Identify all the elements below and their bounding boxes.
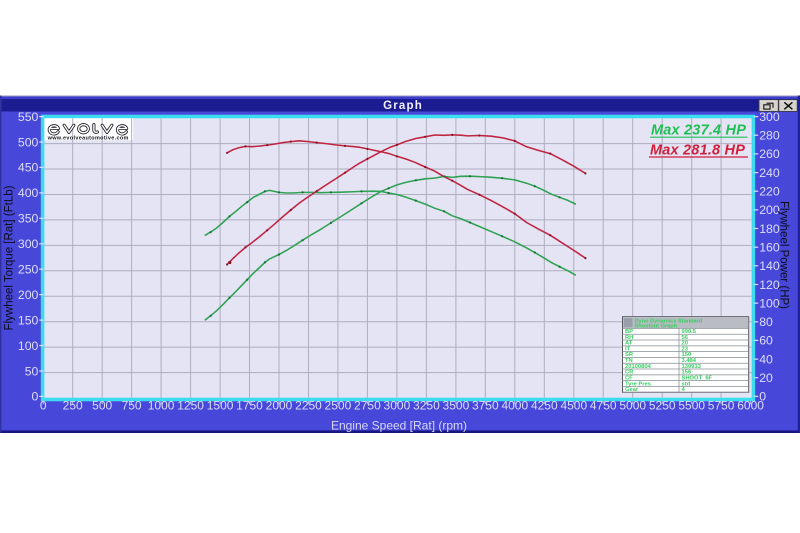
svg-text:Graph: Graph — [383, 100, 423, 112]
svg-text:4000: 4000 — [501, 398, 528, 412]
svg-text:2250: 2250 — [295, 398, 322, 412]
svg-text:TN: TN — [625, 358, 633, 364]
svg-text:CR: CR — [625, 370, 634, 376]
svg-text:1500: 1500 — [207, 398, 234, 412]
svg-text:40: 40 — [759, 352, 773, 366]
svg-text:450: 450 — [18, 161, 39, 175]
svg-text:2000: 2000 — [266, 398, 293, 412]
svg-text:280: 280 — [759, 129, 780, 143]
svg-text:5250: 5250 — [649, 398, 676, 412]
svg-text:250: 250 — [18, 263, 39, 277]
svg-text:990.5: 990.5 — [682, 329, 697, 335]
svg-text:std: std — [682, 381, 691, 387]
svg-text:3000: 3000 — [384, 398, 411, 412]
svg-text:IT: IT — [625, 346, 631, 352]
svg-text:500: 500 — [18, 135, 39, 149]
svg-text:2750: 2750 — [354, 398, 381, 412]
svg-text:5750: 5750 — [708, 398, 735, 412]
svg-text:5500: 5500 — [678, 398, 705, 412]
svg-text:3250: 3250 — [413, 398, 440, 412]
svg-text:500: 500 — [92, 398, 112, 412]
svg-text:6000: 6000 — [737, 398, 764, 412]
svg-text:750: 750 — [122, 398, 142, 412]
svg-text:2500: 2500 — [325, 398, 352, 412]
svg-text:200: 200 — [18, 288, 39, 302]
svg-text:5000: 5000 — [619, 398, 646, 412]
svg-text:Engine Speed [Rat] (rpm): Engine Speed [Rat] (rpm) — [331, 418, 467, 432]
svg-text:260: 260 — [759, 147, 780, 161]
svg-text:1750: 1750 — [236, 398, 263, 412]
svg-text:20: 20 — [682, 341, 688, 347]
svg-text:350: 350 — [18, 212, 39, 226]
svg-text:100: 100 — [759, 296, 780, 310]
svg-text:3750: 3750 — [472, 398, 499, 412]
svg-text:0: 0 — [759, 390, 766, 404]
svg-text:Flywheel Torque [Rat] (FtLb): Flywheel Torque [Rat] (FtLb) — [4, 185, 16, 330]
svg-text:60: 60 — [759, 334, 773, 348]
svg-text:RH: RH — [625, 335, 633, 341]
svg-text:120: 120 — [759, 278, 780, 292]
svg-text:4250: 4250 — [531, 398, 558, 412]
svg-text:0: 0 — [32, 390, 39, 404]
svg-text:130933: 130933 — [682, 364, 702, 370]
svg-text:SR: SR — [625, 352, 634, 358]
svg-text:Shootout Graph: Shootout Graph — [635, 324, 678, 330]
svg-text:156: 156 — [682, 370, 692, 376]
svg-text:150: 150 — [682, 352, 692, 358]
svg-text:3500: 3500 — [443, 398, 470, 412]
svg-text:200: 200 — [759, 203, 780, 217]
svg-text:300: 300 — [759, 110, 780, 124]
svg-text:240: 240 — [759, 166, 780, 180]
svg-text:Dyno Dynamics Standard: Dyno Dynamics Standard — [635, 319, 703, 325]
svg-text:400: 400 — [18, 186, 39, 200]
svg-text:Gear: Gear — [625, 387, 639, 393]
svg-text:1250: 1250 — [177, 398, 204, 412]
svg-text:160: 160 — [759, 241, 780, 255]
svg-text:20100804: 20100804 — [625, 364, 652, 370]
svg-text:CF: CF — [625, 376, 633, 382]
svg-text:550: 550 — [18, 110, 39, 124]
svg-text:300: 300 — [18, 237, 39, 251]
svg-text:20: 20 — [759, 371, 773, 385]
svg-text:140: 140 — [759, 259, 780, 273]
svg-text:4: 4 — [682, 387, 686, 393]
svg-text:4500: 4500 — [560, 398, 587, 412]
svg-text:23: 23 — [682, 346, 689, 352]
svg-text:56: 56 — [682, 335, 689, 341]
svg-text:AT: AT — [625, 341, 633, 347]
svg-text:Max 281.8 HP: Max 281.8 HP — [650, 142, 745, 158]
svg-text:BP: BP — [625, 329, 633, 335]
svg-text:50: 50 — [25, 364, 39, 378]
svg-text:180: 180 — [759, 222, 780, 236]
svg-text:150: 150 — [18, 313, 39, 327]
svg-text:Flywheel Power (HP): Flywheel Power (HP) — [778, 201, 790, 309]
svg-text:4750: 4750 — [590, 398, 617, 412]
svg-text:220: 220 — [759, 185, 780, 199]
svg-text:100: 100 — [18, 339, 39, 353]
svg-text:Max 237.4 HP: Max 237.4 HP — [651, 123, 746, 139]
svg-text:Tyre Pres: Tyre Pres — [625, 381, 651, 387]
svg-text:1000: 1000 — [148, 398, 175, 412]
svg-text:www.evolveautomotive.com: www.evolveautomotive.com — [47, 135, 129, 141]
svg-text:0: 0 — [40, 398, 47, 412]
svg-text:SHOOT_6F: SHOOT_6F — [682, 376, 713, 382]
svg-text:80: 80 — [759, 315, 773, 329]
svg-text:250: 250 — [63, 398, 83, 412]
svg-text:3.484: 3.484 — [682, 358, 697, 364]
